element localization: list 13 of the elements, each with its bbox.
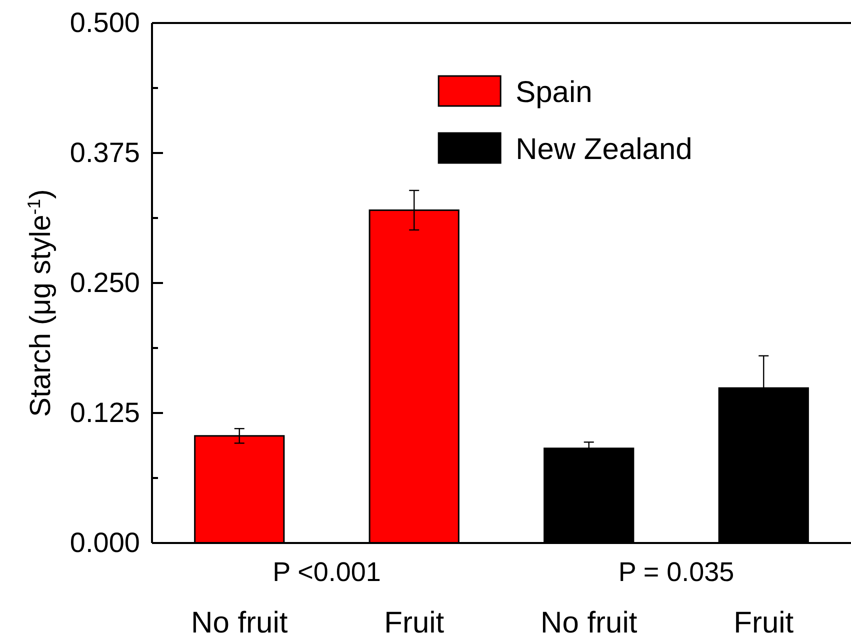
y-tick-label: 0.125 [70,396,140,428]
text: P = 0.035 [618,557,734,587]
x-tick-label: No fruit [540,606,638,637]
y-tick-label: 0.500 [70,6,140,38]
x-tick-label: Fruit [734,606,794,637]
legend-label: New Zealand [516,132,692,166]
legend-label: Spain [516,76,592,109]
y-tick-label: 0.375 [70,136,140,168]
x-tick-label: No fruit [191,606,288,637]
y-tick-label: 0.250 [70,266,140,298]
y-tick-label: 0.000 [70,526,140,558]
x-tick-label: Fruit [384,606,445,637]
text: P <0.001 [272,557,381,587]
